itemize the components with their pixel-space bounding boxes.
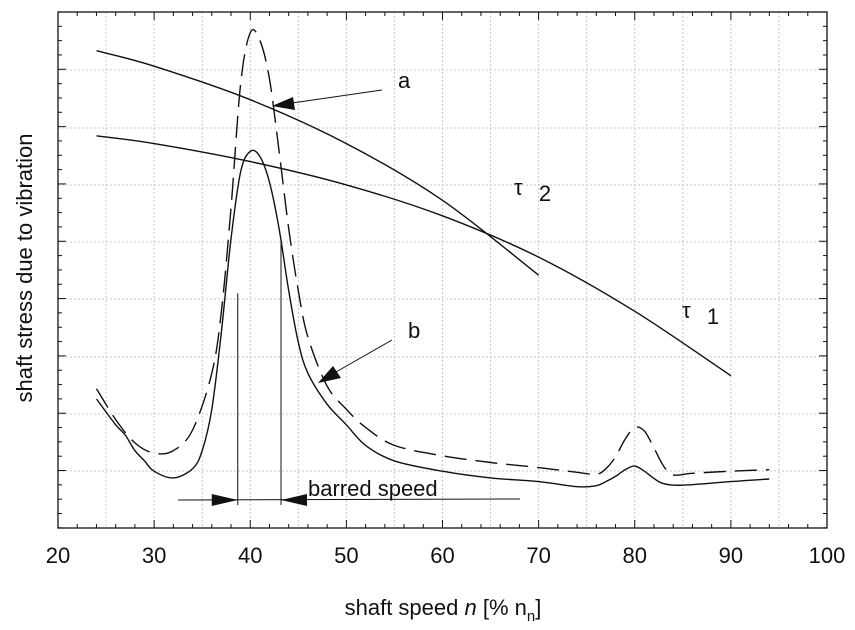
series-line-b (95, 149, 770, 488)
label-a: a (398, 68, 411, 93)
tau2-symbol: τ (514, 175, 523, 200)
x-axis-title-bracket: ] (535, 595, 541, 620)
barred-speed-label: barred speed (308, 476, 438, 501)
x-tick-label: 50 (334, 543, 358, 568)
x-tick-label: 90 (719, 543, 743, 568)
series-line-1 (96, 135, 732, 377)
y-axis-title: shaft stress due to vibration (12, 133, 37, 402)
x-tick-label: 80 (623, 543, 647, 568)
series-lines (95, 28, 770, 488)
tau1-label: τ 1 (682, 298, 719, 329)
label-b: b (408, 318, 420, 343)
x-axis-title: shaft speed n [% nn] (345, 595, 542, 625)
x-axis-title-subscript: n (527, 608, 535, 625)
x-axis-title-text: shaft speed (345, 595, 465, 620)
x-tick-label: 20 (46, 543, 70, 568)
series-line-a (95, 28, 770, 476)
x-tick-label: 70 (526, 543, 550, 568)
annotations: barred speed a b τ 2 τ 1 (177, 68, 719, 506)
x-axis-title-unit: [% n (477, 595, 527, 620)
x-tick-label: 100 (809, 543, 846, 568)
x-axis-title-italic: n (465, 595, 477, 620)
x-tick-labels: 20 30 40 50 60 70 80 90 100 (46, 543, 846, 568)
tau1-symbol: τ (682, 298, 691, 323)
label-a-leader (291, 89, 383, 104)
barred-speed-arrow-right (281, 494, 308, 506)
label-b-arrowhead (318, 366, 341, 383)
label-a-arrowhead (272, 97, 295, 110)
tau2-label: τ 2 (514, 175, 551, 206)
tau1-subscript: 1 (707, 304, 719, 329)
x-tick-label: 30 (142, 543, 166, 568)
series-line-2 (96, 50, 540, 276)
x-tick-label: 60 (430, 543, 454, 568)
barred-speed-arrow-left (211, 494, 238, 506)
x-tick-label: 40 (238, 543, 262, 568)
axis-ticks (57, 12, 828, 529)
tau2-subscript: 2 (539, 181, 551, 206)
label-b-leader (335, 339, 393, 373)
grid-lines (58, 12, 827, 528)
